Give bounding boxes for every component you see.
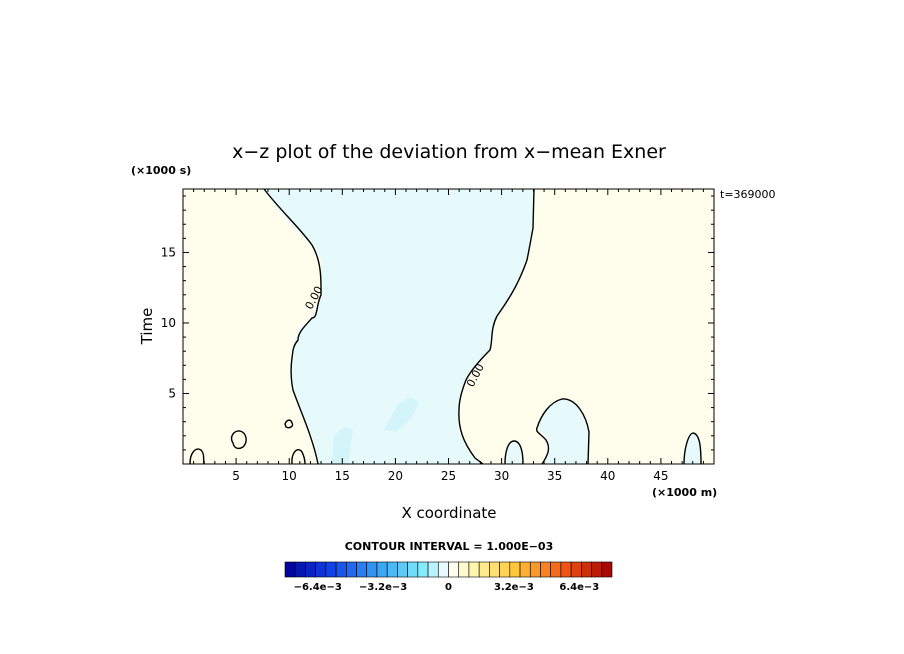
colorbar-cell <box>448 561 460 578</box>
negative-region-far-right <box>684 433 701 464</box>
colorbar-cell <box>601 561 613 578</box>
zero-contour-bottom-left <box>189 448 205 465</box>
y-axis-unit: (×1000 s) <box>131 164 191 177</box>
colorbar-cell <box>529 561 541 578</box>
colorbar-cell <box>478 561 490 578</box>
colorbar-cell <box>581 561 592 578</box>
x-tick-label: 5 <box>232 469 240 483</box>
colorbar-tick-label: −3.2e−3 <box>359 582 407 593</box>
zero-contours <box>189 188 702 465</box>
y-axis-label: Time <box>138 308 156 346</box>
x-tick-label: 10 <box>282 469 297 483</box>
colorbar-cell <box>437 561 449 578</box>
x-tick-label: 15 <box>335 469 350 483</box>
colorbar-cell <box>458 561 470 578</box>
colorbar-tick-labels: −6.4e−3 −3.2e−3 0 3.2e−3 6.4e−3 <box>294 582 600 593</box>
colorbar-cell <box>346 561 357 578</box>
colorbar-cell <box>468 561 480 578</box>
colorbar-tick-label: 3.2e−3 <box>494 582 534 593</box>
colorbar-cell <box>284 561 296 578</box>
zero-contour-bottom-small <box>291 448 306 465</box>
colorbar-cell <box>315 561 327 578</box>
deeper-negative-patch-1 <box>332 426 353 464</box>
colorbar-cell <box>427 561 439 578</box>
colorbar-cell <box>509 561 521 578</box>
colorbar-cell <box>560 561 572 578</box>
zero-contour-small-loop <box>284 419 294 429</box>
y-tick-labels: 5 10 15 <box>161 245 176 400</box>
negative-region-right <box>537 399 589 464</box>
colorbar-tick-label: 0 <box>445 582 452 593</box>
colorbar-cell <box>417 561 429 578</box>
colorbar-cell <box>519 561 531 578</box>
x-tick-label: 25 <box>441 469 456 483</box>
colorbar-cell <box>366 561 378 578</box>
x-tick-label: 40 <box>600 469 615 483</box>
plot-area: 0.00 0.00 <box>182 188 715 465</box>
colorbar-cell <box>489 561 500 578</box>
x-tick-label: 20 <box>388 469 403 483</box>
negative-region-center <box>264 189 534 464</box>
zero-contour-center <box>458 188 535 465</box>
x-tick-label: 45 <box>653 469 668 483</box>
colorbar-cell <box>325 561 337 578</box>
x-tick-label: 30 <box>494 469 509 483</box>
colorbar-cell <box>294 561 306 578</box>
deeper-negative-patch-2 <box>384 397 419 432</box>
colorbar-tick-label: −6.4e−3 <box>294 582 342 593</box>
colorbar-tick-label: 6.4e−3 <box>559 582 599 593</box>
colorbar <box>284 561 613 578</box>
colorbar-cell <box>570 561 582 578</box>
colorbar-cell <box>335 561 347 578</box>
colorbar-cell <box>407 561 419 578</box>
zero-contour-far-right <box>683 432 702 465</box>
x-tick-labels: 5 10 15 20 25 30 35 40 45 <box>232 469 668 483</box>
colorbar-cell <box>397 561 408 578</box>
zero-contour-right-bump <box>535 398 590 465</box>
zero-contour-left <box>263 188 322 465</box>
colorbar-cell <box>376 561 388 578</box>
x-axis-label: X coordinate <box>401 504 496 522</box>
y-tick-label: 15 <box>161 245 176 259</box>
colorbar-cell <box>386 561 398 578</box>
contour-interval-text: CONTOUR INTERVAL = 1.000E−03 <box>345 540 554 553</box>
chart-title: x−z plot of the deviation from x−mean Ex… <box>232 141 666 163</box>
axis-ticks <box>183 189 714 464</box>
x-axis-unit: (×1000 m) <box>652 486 717 499</box>
colorbar-cell <box>550 561 562 578</box>
colorbar-cell <box>499 561 511 578</box>
zero-contour-small-loop-left <box>230 430 247 450</box>
colorbar-cell <box>305 561 316 578</box>
x-tick-label: 35 <box>547 469 562 483</box>
colorbar-cell <box>356 561 368 578</box>
zero-contour-bottom-mid <box>504 440 524 465</box>
y-tick-label: 10 <box>161 316 176 330</box>
colorbar-cell <box>540 561 551 578</box>
negative-region-bottom-mid <box>505 441 523 464</box>
time-stamp: t=369000 <box>720 188 776 201</box>
y-tick-label: 5 <box>168 386 176 400</box>
colorbar-cell <box>591 561 603 578</box>
